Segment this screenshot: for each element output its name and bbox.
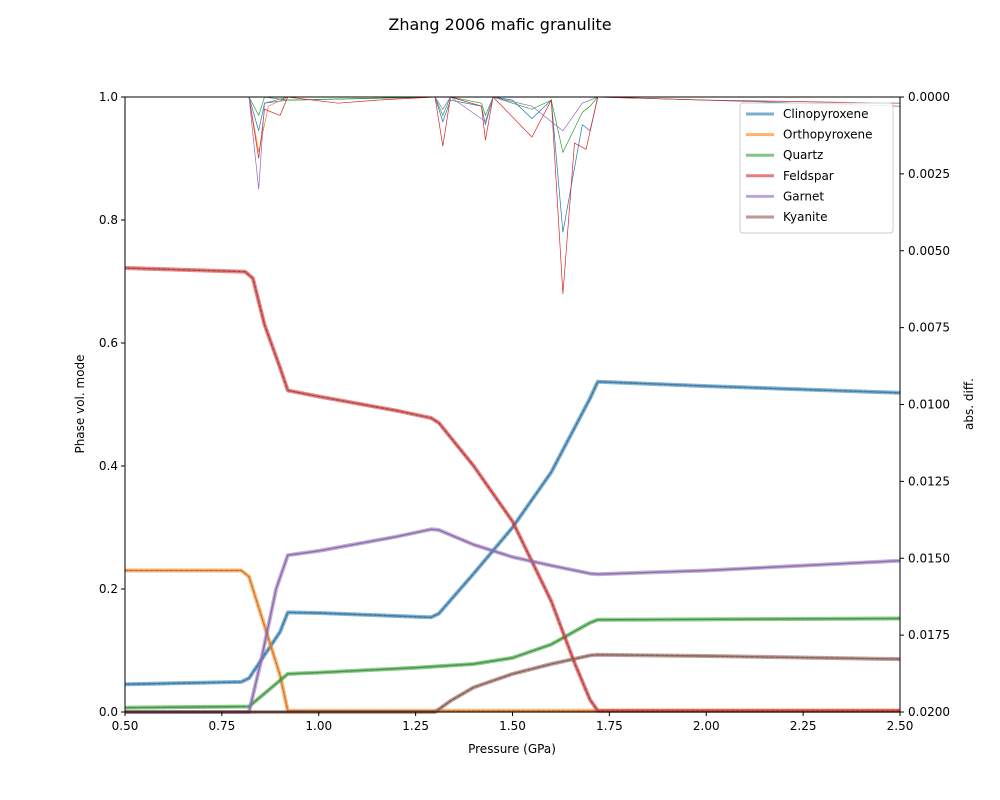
y-right-tick-label: 0.0150: [908, 551, 950, 565]
series-overlay-kyanite: [125, 654, 901, 713]
x-tick-label: 2.00: [693, 719, 720, 733]
diff-line-feldspar: [125, 96, 901, 294]
y-right-tick-label: 0.0025: [908, 167, 950, 181]
x-axis-label: Pressure (GPa): [468, 742, 556, 756]
y-right-tick-label: 0.0000: [908, 90, 950, 104]
series-line-orthopyroxene: [125, 569, 900, 712]
y-tick-label: 1.0: [99, 90, 118, 104]
x-tick-label: 0.50: [112, 719, 139, 733]
plot-area: 0.50 0.75 1.00 1.25 1.50 1.75 2.00 2.25 2.500.00…: [99, 90, 950, 733]
series-line-feldspar: [124, 267, 900, 712]
y-right-tick-label: 0.0175: [908, 628, 950, 642]
diff-line-quartz: [125, 96, 900, 154]
legend-label: Quartz: [783, 148, 823, 162]
series-band-quartz: [124, 616, 901, 710]
series-band-orthopyroxene: [125, 568, 900, 713]
x-tick-label: 1.50: [499, 719, 526, 733]
legend-label: Orthopyroxene: [783, 128, 873, 142]
y-right-tick-label: 0.0050: [908, 244, 950, 258]
x-tick-label: 0.75: [209, 719, 236, 733]
x-tick-label: 2.50: [887, 719, 914, 733]
y-tick-label: 0.8: [99, 213, 118, 227]
y-right-tick-label: 0.0075: [908, 321, 950, 335]
x-tick-label: 1.00: [305, 719, 332, 733]
legend-box: [739, 102, 894, 234]
chart-title: Zhang 2006 mafic granulite: [388, 15, 611, 34]
y-tick-label: 0.0: [99, 705, 118, 719]
series-band-feldspar: [124, 266, 900, 713]
series-line-quartz: [124, 617, 901, 709]
y-right-tick-label: 0.0200: [908, 705, 950, 719]
series-band-clinopyroxene: [124, 379, 901, 687]
y-tick-label: 0.2: [99, 582, 118, 596]
x-tick-label: 2.25: [790, 719, 817, 733]
legend-label: Clinopyroxene: [783, 107, 868, 121]
legend-label: Feldspar: [783, 169, 834, 183]
legend-label: Kyanite: [783, 210, 827, 224]
series-line-clinopyroxene: [124, 381, 901, 685]
series-overlay-feldspar: [124, 267, 900, 712]
x-tick-label: 1.75: [596, 719, 623, 733]
y-tick-label: 0.6: [99, 336, 118, 350]
y-right-tick-label: 0.0100: [908, 398, 950, 412]
y-axis-label-right: abs. diff.: [962, 378, 976, 430]
y-right-tick-label: 0.0125: [908, 474, 950, 488]
series-overlay-garnet: [125, 528, 901, 713]
y-axis-label: Phase vol. mode: [73, 354, 87, 453]
x-tick-label: 1.25: [402, 719, 429, 733]
legend-label: Garnet: [783, 189, 824, 203]
y-tick-label: 0.4: [99, 459, 118, 473]
series-overlay-clinopyroxene: [124, 381, 901, 685]
series-overlay-orthopyroxene: [125, 570, 900, 712]
series-overlay-quartz: [124, 618, 901, 709]
